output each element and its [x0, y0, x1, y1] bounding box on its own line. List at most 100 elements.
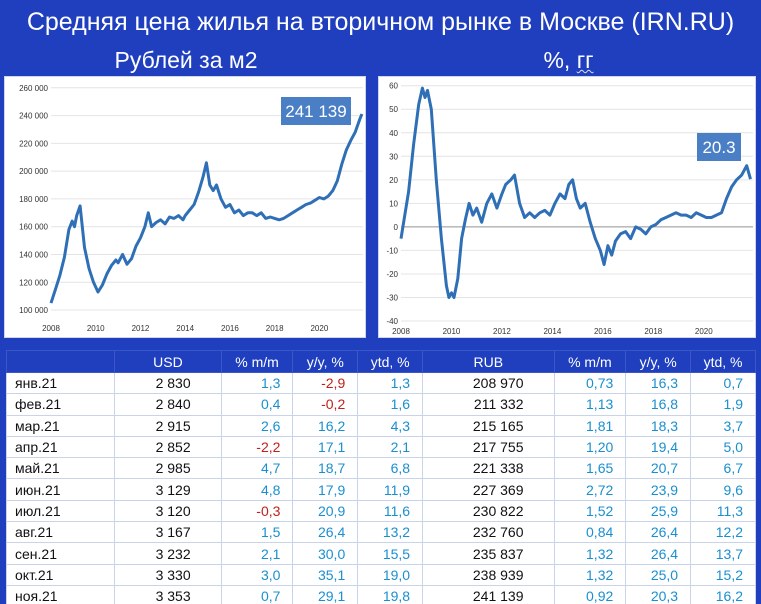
table-body: янв.21 2 830 1,3 -2,9 1,3 208 970 0,73 16,3 0,7 ф… — [5, 371, 756, 604]
month-cell: май.21 — [5, 457, 116, 480]
value-cell: 5,0 — [690, 435, 756, 459]
price-chart-callout-box — [281, 97, 351, 125]
table-row: авг.21 3 167 1,5 26,4 13,2 232 760 0,84 26,4 12,… — [5, 521, 756, 544]
value-cell: 3 232 — [114, 542, 222, 565]
yoy-chart-y-tick-label: -20 — [386, 270, 398, 279]
price-chart-series-line — [49, 113, 364, 304]
table-header-row: USD% m/m y/y, % ytd, % RUB% m/m y/y, % ytd, % — [5, 350, 756, 373]
value-cell: 15,2 — [690, 563, 756, 586]
value-cell: 3 167 — [114, 521, 222, 544]
value-cell: 2,1 — [357, 435, 424, 459]
yoy-chart: -40 -30 -20 -10 0 10 20 30 40 50 60 2008 2010 2012 201… — [378, 76, 756, 338]
value-cell: 9,6 — [690, 478, 756, 501]
value-cell: 1,6 — [357, 393, 424, 416]
value-cell: 2 840 — [114, 393, 222, 416]
table-row: ноя.21 3 353 0,7 29,1 19,8 241 139 0,92 20,3 16,… — [5, 584, 756, 604]
price-chart-y-tick-label: 180 000 — [19, 195, 48, 204]
value-cell: 0,73 — [553, 371, 627, 395]
price-chart-x-tick-label: 2016 — [221, 324, 239, 333]
value-cell: 16,8 — [625, 393, 692, 416]
yoy-chart-callout-label: 20.3 — [702, 138, 735, 157]
value-cell: 17,1 — [292, 435, 359, 459]
value-cell: 4,8 — [220, 478, 294, 501]
value-cell: -0,3 — [220, 499, 294, 523]
value-cell: 1,13 — [553, 393, 627, 416]
month-cell: мар.21 — [5, 414, 116, 437]
value-cell: 217 755 — [422, 435, 555, 459]
column-header — [5, 350, 116, 373]
value-cell: 0,84 — [553, 521, 627, 544]
value-cell: 4,3 — [357, 414, 424, 437]
value-cell: 1,20 — [553, 435, 627, 459]
value-cell: 2 915 — [114, 414, 222, 437]
yoy-chart-y-tick-label: 50 — [389, 105, 398, 114]
value-cell: 211 332 — [422, 393, 555, 416]
value-cell: 3,7 — [690, 414, 756, 437]
price-chart: 100 000 120 000 140 000 160 000 180 000 200 0… — [4, 76, 366, 338]
price-chart-x-tick-label: 2012 — [132, 324, 150, 333]
value-cell: -2,2 — [220, 435, 294, 459]
value-cell: 0,7 — [690, 371, 756, 395]
value-cell: 1,3 — [220, 371, 294, 395]
value-cell: 6,8 — [357, 457, 424, 480]
column-header: y/y, % — [292, 350, 359, 373]
value-cell: 19,0 — [357, 563, 424, 586]
column-header: y/y, % — [625, 350, 692, 373]
value-cell: 18,7 — [292, 457, 359, 480]
value-cell: -2,9 — [292, 371, 359, 395]
yoy-chart-y-tick-label: -40 — [386, 317, 398, 326]
column-header: RUB — [422, 350, 555, 373]
price-chart-x-tick-label: 2010 — [87, 324, 105, 333]
price-chart-y-tick-label: 160 000 — [19, 223, 48, 232]
value-cell: 3 353 — [114, 584, 222, 604]
value-cell: 3 120 — [114, 499, 222, 523]
price-chart-x-tick-label: 2008 — [42, 324, 60, 333]
page-title: Средняя цена жилья на вторичном рынке в … — [26, 8, 735, 36]
value-cell: 1,3 — [357, 371, 424, 395]
value-cell: 26,4 — [292, 521, 359, 544]
price-chart-y-tick-label: 100 000 — [19, 306, 48, 315]
month-cell: июл.21 — [5, 499, 116, 523]
value-cell: 19,4 — [625, 435, 692, 459]
value-cell: 2 830 — [114, 371, 222, 395]
table-row: янв.21 2 830 1,3 -2,9 1,3 208 970 0,73 16,3 0,7 — [5, 371, 756, 395]
price-chart-y-tick-label: 240 000 — [19, 112, 48, 121]
value-cell: 2,72 — [553, 478, 627, 501]
value-cell: 20,7 — [625, 457, 692, 480]
value-cell: 1,9 — [690, 393, 756, 416]
right-chart-subtitle: %, гг — [376, 44, 761, 76]
table-row: сен.21 3 232 2,1 30,0 15,5 235 837 1,32 26,4 13,… — [5, 542, 756, 565]
yoy-chart-x-tick-label: 2012 — [493, 327, 511, 336]
yoy-chart-series-line — [399, 86, 752, 299]
value-cell: 1,32 — [553, 542, 627, 565]
price-chart-svg: 100 000 120 000 140 000 160 000 180 000 200 0… — [19, 84, 364, 333]
column-header: % m/m — [553, 350, 627, 373]
month-cell: окт.21 — [5, 563, 116, 586]
right-subtitle-unit: гг — [576, 47, 594, 73]
value-cell: 35,1 — [292, 563, 359, 586]
value-cell: 12,2 — [690, 521, 756, 544]
right-subtitle-prefix: %, — [543, 47, 571, 73]
column-header: ytd, % — [357, 350, 424, 373]
value-cell: 230 822 — [422, 499, 555, 523]
value-cell: 1,81 — [553, 414, 627, 437]
value-cell: 20,9 — [292, 499, 359, 523]
price-chart-y-tick-label: 200 000 — [19, 167, 48, 176]
value-cell: 2,1 — [220, 542, 294, 565]
month-cell: сен.21 — [5, 542, 116, 565]
month-cell: янв.21 — [5, 371, 116, 395]
value-cell: 235 837 — [422, 542, 555, 565]
table-row: июл.21 3 120 -0,3 20,9 11,6 230 822 1,52 25,9 11… — [5, 499, 756, 523]
value-cell: 6,7 — [690, 457, 756, 480]
value-cell: 19,8 — [357, 584, 424, 604]
month-cell: июн.21 — [5, 478, 116, 501]
yoy-chart-x-tick-label: 2020 — [695, 327, 713, 336]
yoy-chart-callout: 20.3 — [697, 133, 741, 161]
price-chart-x-tick-label: 2018 — [266, 324, 284, 333]
price-chart-x-tick-label: 2014 — [176, 324, 194, 333]
yoy-chart-x-tick-label: 2018 — [644, 327, 662, 336]
yoy-chart-y-tick-label: 60 — [389, 82, 398, 91]
value-cell: 16,3 — [625, 371, 692, 395]
yoy-chart-y-tick-label: 30 — [389, 152, 398, 161]
price-chart-y-tick-label: 120 000 — [19, 278, 48, 287]
